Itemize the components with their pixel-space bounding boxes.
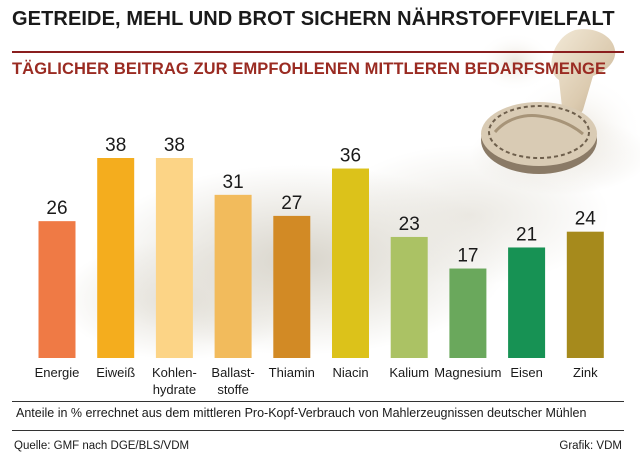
category-label: Energie [35, 365, 80, 380]
category-label: Niacin [332, 365, 368, 380]
bread-stamp-image [475, 29, 640, 192]
bar-value-label: 38 [105, 135, 126, 156]
category-label: Ballast- [211, 365, 254, 380]
chart-subtitle: TÄGLICHER BEITRAG ZUR EMPFOHLENEN MITTLE… [12, 60, 607, 78]
bar-0 [38, 221, 76, 358]
category-label: Kohlen- [152, 365, 197, 380]
bar-value-label: 31 [223, 172, 244, 193]
category-label: Magnesium [434, 365, 501, 380]
category-label: Zink [573, 365, 598, 380]
footnote-divider [12, 401, 624, 402]
bar-6 [390, 236, 428, 358]
category-label: Thiamin [269, 365, 315, 380]
category-label: stoffe [217, 382, 249, 397]
bar-2 [155, 158, 193, 358]
category-label: Eiweiß [96, 365, 135, 380]
bar-value-label: 23 [399, 214, 420, 235]
bar-3 [214, 194, 252, 358]
bar-5 [332, 168, 369, 358]
footnote: Anteile in % errechnet aus dem mittleren… [16, 406, 587, 420]
graphic-credit: Grafik: VDM [559, 440, 622, 452]
bar-value-label: 38 [164, 135, 185, 156]
bar-value-label: 27 [281, 193, 302, 214]
bar-value-label: 26 [46, 198, 67, 219]
bar-value-label: 36 [340, 146, 361, 167]
bar-value-label: 17 [457, 246, 478, 267]
title-divider [12, 51, 624, 53]
bar-8 [508, 247, 546, 358]
category-label: Kalium [389, 365, 429, 380]
bar-value-label: 24 [575, 209, 597, 230]
category-label: Eisen [510, 365, 543, 380]
bar-9 [566, 231, 604, 358]
source-note: Quelle: GMF nach DGE/BLS/VDM [14, 440, 190, 452]
bar-4 [273, 215, 311, 358]
source-divider [12, 430, 624, 431]
bar-value-label: 21 [516, 224, 537, 245]
bar-1 [97, 158, 135, 358]
chart-title: GETREIDE, MEHL UND BROT SICHERN NÄHRSTOF… [12, 8, 615, 30]
bar-7 [449, 268, 487, 358]
category-label: hydrate [153, 382, 196, 397]
